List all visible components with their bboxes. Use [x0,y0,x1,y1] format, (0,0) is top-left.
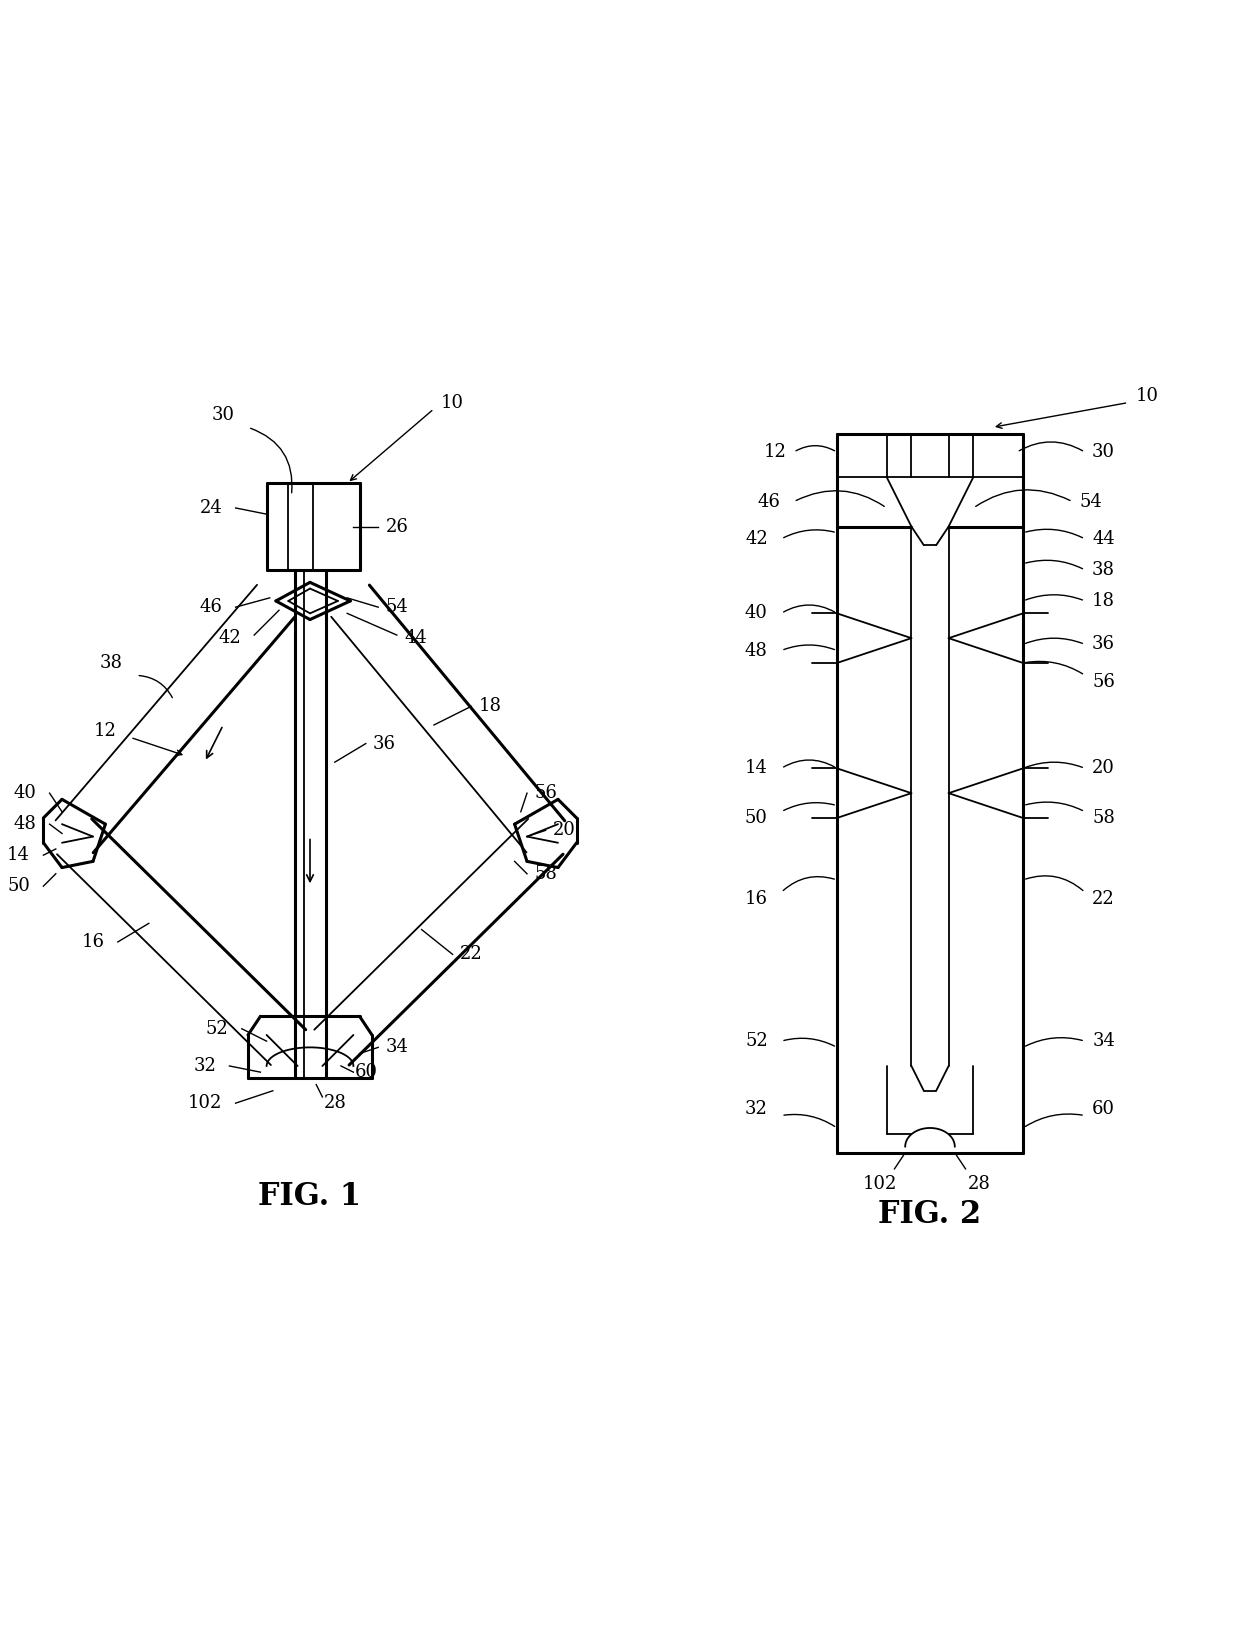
Text: 50: 50 [745,809,768,827]
Text: 58: 58 [534,865,557,883]
Text: 28: 28 [968,1175,991,1194]
Text: 50: 50 [7,878,30,896]
Text: 54: 54 [1080,493,1102,511]
Text: 34: 34 [386,1039,408,1057]
Text: 16: 16 [745,889,768,907]
Text: 16: 16 [82,932,104,950]
Text: 20: 20 [1092,760,1115,778]
Text: 28: 28 [324,1095,346,1111]
Text: 48: 48 [14,815,36,834]
Text: 36: 36 [373,735,396,753]
Text: 46: 46 [200,598,222,616]
Text: 58: 58 [1092,809,1115,827]
Text: 14: 14 [745,760,768,778]
Text: FIG. 1: FIG. 1 [258,1180,362,1212]
Text: 18: 18 [479,697,501,715]
Text: 22: 22 [460,945,482,963]
Text: 102: 102 [863,1175,898,1194]
Text: 32: 32 [745,1100,768,1118]
Text: 30: 30 [212,406,234,424]
Text: 52: 52 [745,1032,768,1051]
Text: 12: 12 [764,444,786,462]
Text: 20: 20 [553,822,575,840]
Text: 26: 26 [386,518,408,536]
Text: 12: 12 [94,722,117,740]
Text: 32: 32 [193,1057,216,1075]
Text: 30: 30 [1092,444,1115,462]
Text: 54: 54 [386,598,408,616]
Text: 40: 40 [745,605,768,623]
Text: 40: 40 [14,784,36,802]
Text: 24: 24 [200,500,222,516]
Text: 60: 60 [355,1064,377,1082]
Text: FIG. 2: FIG. 2 [878,1198,982,1230]
Text: 102: 102 [187,1095,222,1111]
Text: 48: 48 [745,641,768,659]
Text: 56: 56 [1092,672,1115,690]
Text: 10: 10 [441,393,464,411]
Text: 36: 36 [1092,635,1115,653]
Text: 44: 44 [1092,529,1115,547]
Text: 18: 18 [1092,592,1115,610]
Text: 34: 34 [1092,1032,1115,1051]
Text: 42: 42 [218,630,241,648]
Text: 38: 38 [100,654,123,672]
Text: 44: 44 [404,630,427,648]
Text: 42: 42 [745,529,768,547]
Text: 46: 46 [758,493,780,511]
Text: 52: 52 [206,1019,228,1037]
Text: 14: 14 [7,847,30,865]
Text: 22: 22 [1092,889,1115,907]
Text: 56: 56 [534,784,557,802]
Text: 10: 10 [1136,388,1158,406]
Text: 38: 38 [1092,561,1115,579]
Text: 60: 60 [1092,1100,1115,1118]
